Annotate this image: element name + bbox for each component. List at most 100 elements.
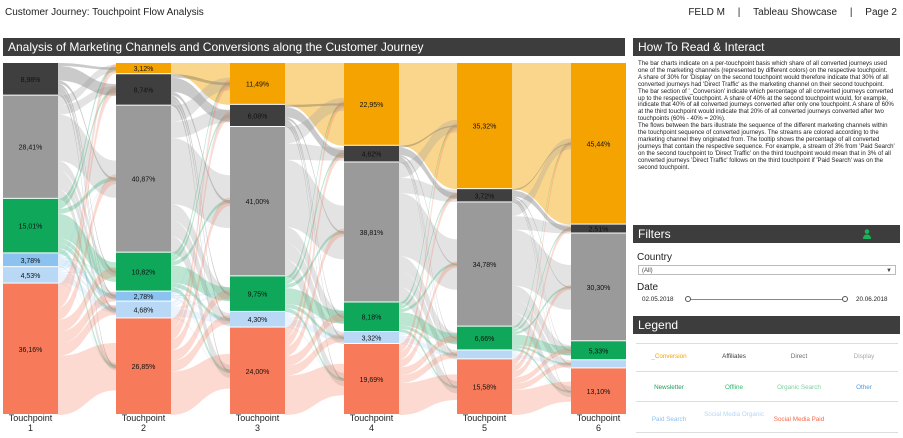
flow-stream[interactable] (399, 261, 457, 368)
flow-stream[interactable] (171, 91, 230, 204)
flow-stream[interactable] (58, 86, 116, 298)
legend-item-paid-search[interactable]: Paid Search (651, 416, 687, 423)
legend-item-newsletter[interactable]: Newsletter (654, 384, 684, 391)
flow-stream[interactable] (399, 147, 457, 199)
flow-stream[interactable] (285, 307, 344, 382)
bar-segment[interactable] (3, 267, 58, 283)
flow-stream[interactable] (171, 77, 230, 122)
flow-stream[interactable] (285, 363, 344, 415)
flow-stream[interactable] (58, 274, 116, 313)
flow-stream[interactable] (58, 257, 116, 273)
flow-stream[interactable] (512, 334, 571, 356)
flow-stream[interactable] (512, 200, 571, 393)
flow-stream[interactable] (512, 228, 571, 353)
flow-stream[interactable] (58, 305, 116, 356)
flow-stream[interactable] (171, 102, 230, 373)
flow-stream[interactable] (512, 350, 571, 355)
flow-stream[interactable] (58, 248, 116, 369)
bar-segment[interactable] (571, 360, 626, 368)
flow-stream[interactable] (58, 66, 116, 204)
flow-stream[interactable] (512, 143, 571, 191)
bar-segment[interactable] (571, 368, 626, 414)
flow-stream[interactable] (285, 318, 344, 341)
flow-stream[interactable] (171, 283, 230, 322)
flow-stream[interactable] (399, 119, 457, 178)
bar-segment[interactable] (230, 127, 285, 276)
flow-stream[interactable] (58, 83, 116, 274)
bar-segment[interactable] (230, 63, 285, 104)
flow-stream[interactable] (171, 77, 230, 122)
flow-stream[interactable] (512, 381, 571, 415)
flow-stream[interactable] (171, 79, 230, 330)
flow-stream[interactable] (58, 65, 116, 96)
flow-stream[interactable] (171, 115, 230, 306)
date-end-handle[interactable] (842, 296, 848, 302)
flow-stream[interactable] (399, 63, 457, 190)
flow-stream[interactable] (285, 243, 344, 344)
flow-stream[interactable] (58, 64, 116, 106)
bar-segment[interactable] (344, 63, 399, 145)
bar-segment[interactable] (3, 95, 58, 198)
flow-stream[interactable] (512, 229, 571, 310)
country-dropdown[interactable]: (All) ▼ (638, 265, 896, 275)
flow-stream[interactable] (399, 312, 457, 344)
flow-stream[interactable] (285, 117, 344, 234)
flow-stream[interactable] (512, 299, 571, 369)
flow-stream[interactable] (171, 82, 230, 257)
flow-stream[interactable] (399, 192, 457, 360)
flow-stream[interactable] (171, 289, 230, 361)
flow-stream[interactable] (399, 195, 457, 335)
bar-segment[interactable] (3, 198, 58, 253)
flow-stream[interactable] (171, 316, 230, 373)
flow-stream[interactable] (58, 271, 116, 274)
flow-stream[interactable] (171, 111, 230, 340)
flow-stream[interactable] (171, 293, 230, 309)
flow-stream[interactable] (285, 102, 344, 281)
date-start-handle[interactable] (685, 296, 691, 302)
flow-stream[interactable] (285, 122, 344, 339)
flow-stream[interactable] (399, 325, 457, 357)
flow-stream[interactable] (171, 293, 230, 296)
flow-stream[interactable] (171, 109, 230, 139)
flow-stream[interactable] (512, 142, 571, 330)
flow-stream[interactable] (512, 190, 571, 232)
flow-stream[interactable] (512, 358, 571, 393)
legend-item-other[interactable]: Other (856, 384, 872, 391)
flow-stream[interactable] (58, 178, 116, 258)
flow-stream[interactable] (399, 374, 457, 415)
flow-stream[interactable] (171, 297, 230, 372)
flow-stream[interactable] (399, 335, 457, 340)
legend-item-organic-search[interactable]: Organic Search (777, 384, 821, 391)
flow-stream[interactable] (58, 243, 116, 313)
legend-item-social-media-paid[interactable]: Social Media Paid (773, 416, 825, 423)
legend-item-conversion[interactable]: _Conversion (651, 353, 687, 360)
bar-segment[interactable] (230, 311, 285, 327)
flow-stream[interactable] (58, 170, 116, 301)
flow-stream[interactable] (399, 264, 457, 336)
flow-stream[interactable] (171, 204, 230, 301)
flow-stream[interactable] (58, 89, 116, 256)
flow-stream[interactable] (171, 315, 230, 372)
bar-segment[interactable] (230, 104, 285, 127)
legend-item-offline[interactable]: Offline (724, 384, 744, 391)
flow-stream[interactable] (171, 115, 230, 294)
bar-segment[interactable] (457, 63, 512, 189)
flow-stream[interactable] (399, 156, 457, 340)
flow-stream[interactable] (58, 264, 116, 311)
flow-stream[interactable] (171, 83, 230, 304)
flow-stream[interactable] (58, 265, 116, 368)
flow-stream[interactable] (512, 312, 571, 398)
flow-stream[interactable] (512, 216, 571, 234)
flow-stream[interactable] (285, 230, 344, 289)
flow-stream[interactable] (285, 100, 344, 338)
flow-stream[interactable] (285, 231, 344, 318)
bar-segment[interactable] (344, 302, 399, 331)
flow-stream[interactable] (58, 85, 116, 308)
flow-stream[interactable] (285, 227, 344, 324)
legend-item-display[interactable]: Display (853, 353, 875, 360)
flow-stream[interactable] (399, 125, 457, 334)
flow-stream[interactable] (171, 236, 230, 378)
flow-stream[interactable] (58, 89, 116, 271)
flow-stream[interactable] (58, 92, 116, 368)
bar-segment[interactable] (344, 145, 399, 162)
